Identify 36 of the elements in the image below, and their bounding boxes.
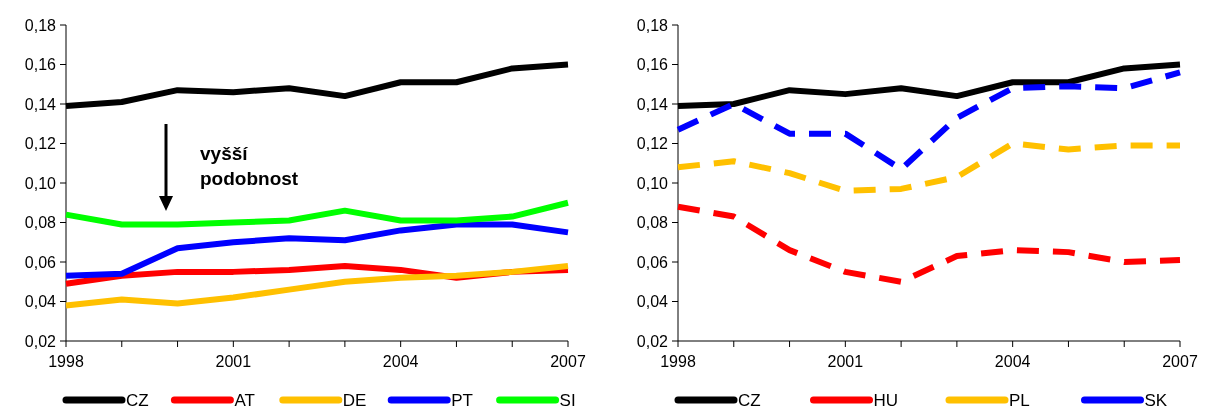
- y-tick-label: 0,12: [636, 135, 669, 153]
- y-tick-label: 0,02: [24, 332, 57, 350]
- legend-label: CZ: [126, 391, 149, 411]
- x-tick-label: 2007: [1162, 353, 1198, 370]
- y-tick-label: 0,12: [24, 135, 57, 153]
- annotation: vyšší podobnost: [200, 143, 299, 189]
- y-tick-label: 0,04: [636, 293, 669, 311]
- y-tick-label: 0,02: [636, 332, 669, 350]
- legend-label: AT: [234, 391, 255, 411]
- y-tick-label: 0,04: [24, 293, 57, 311]
- y-tick-label: 0,06: [24, 253, 57, 271]
- y-tick-label: 0,18: [24, 16, 57, 34]
- legend-label: HU: [873, 391, 899, 411]
- y-tick-label: 0,06: [636, 253, 669, 271]
- x-tick-label: 2004: [994, 353, 1031, 370]
- x-tick-label: 2001: [215, 353, 252, 370]
- y-tick-label: 0,08: [24, 214, 57, 232]
- y-tick-label: 0,14: [24, 95, 57, 113]
- y-tick-label: 0,14: [636, 95, 669, 113]
- x-tick-label: 2001: [827, 353, 864, 370]
- legend-label: SK: [1144, 391, 1168, 411]
- legend-label: DE: [342, 391, 367, 411]
- y-tick-label: 0,16: [24, 56, 57, 74]
- y-tick-label: 0,18: [636, 16, 669, 34]
- legend-label: SI: [559, 391, 576, 411]
- x-tick-label: 1998: [660, 353, 696, 370]
- x-tick-label: 2007: [550, 353, 586, 370]
- y-tick-label: 0,10: [636, 174, 669, 192]
- y-tick-label: 0,10: [24, 174, 57, 192]
- x-tick-label: 1998: [48, 353, 84, 370]
- y-tick-label: 0,16: [636, 56, 669, 74]
- legend-label: CZ: [738, 391, 761, 411]
- legend-label: PL: [1009, 391, 1030, 411]
- x-tick-label: 2004: [382, 353, 419, 370]
- legend-label: PT: [451, 391, 473, 411]
- y-tick-label: 0,08: [636, 214, 669, 232]
